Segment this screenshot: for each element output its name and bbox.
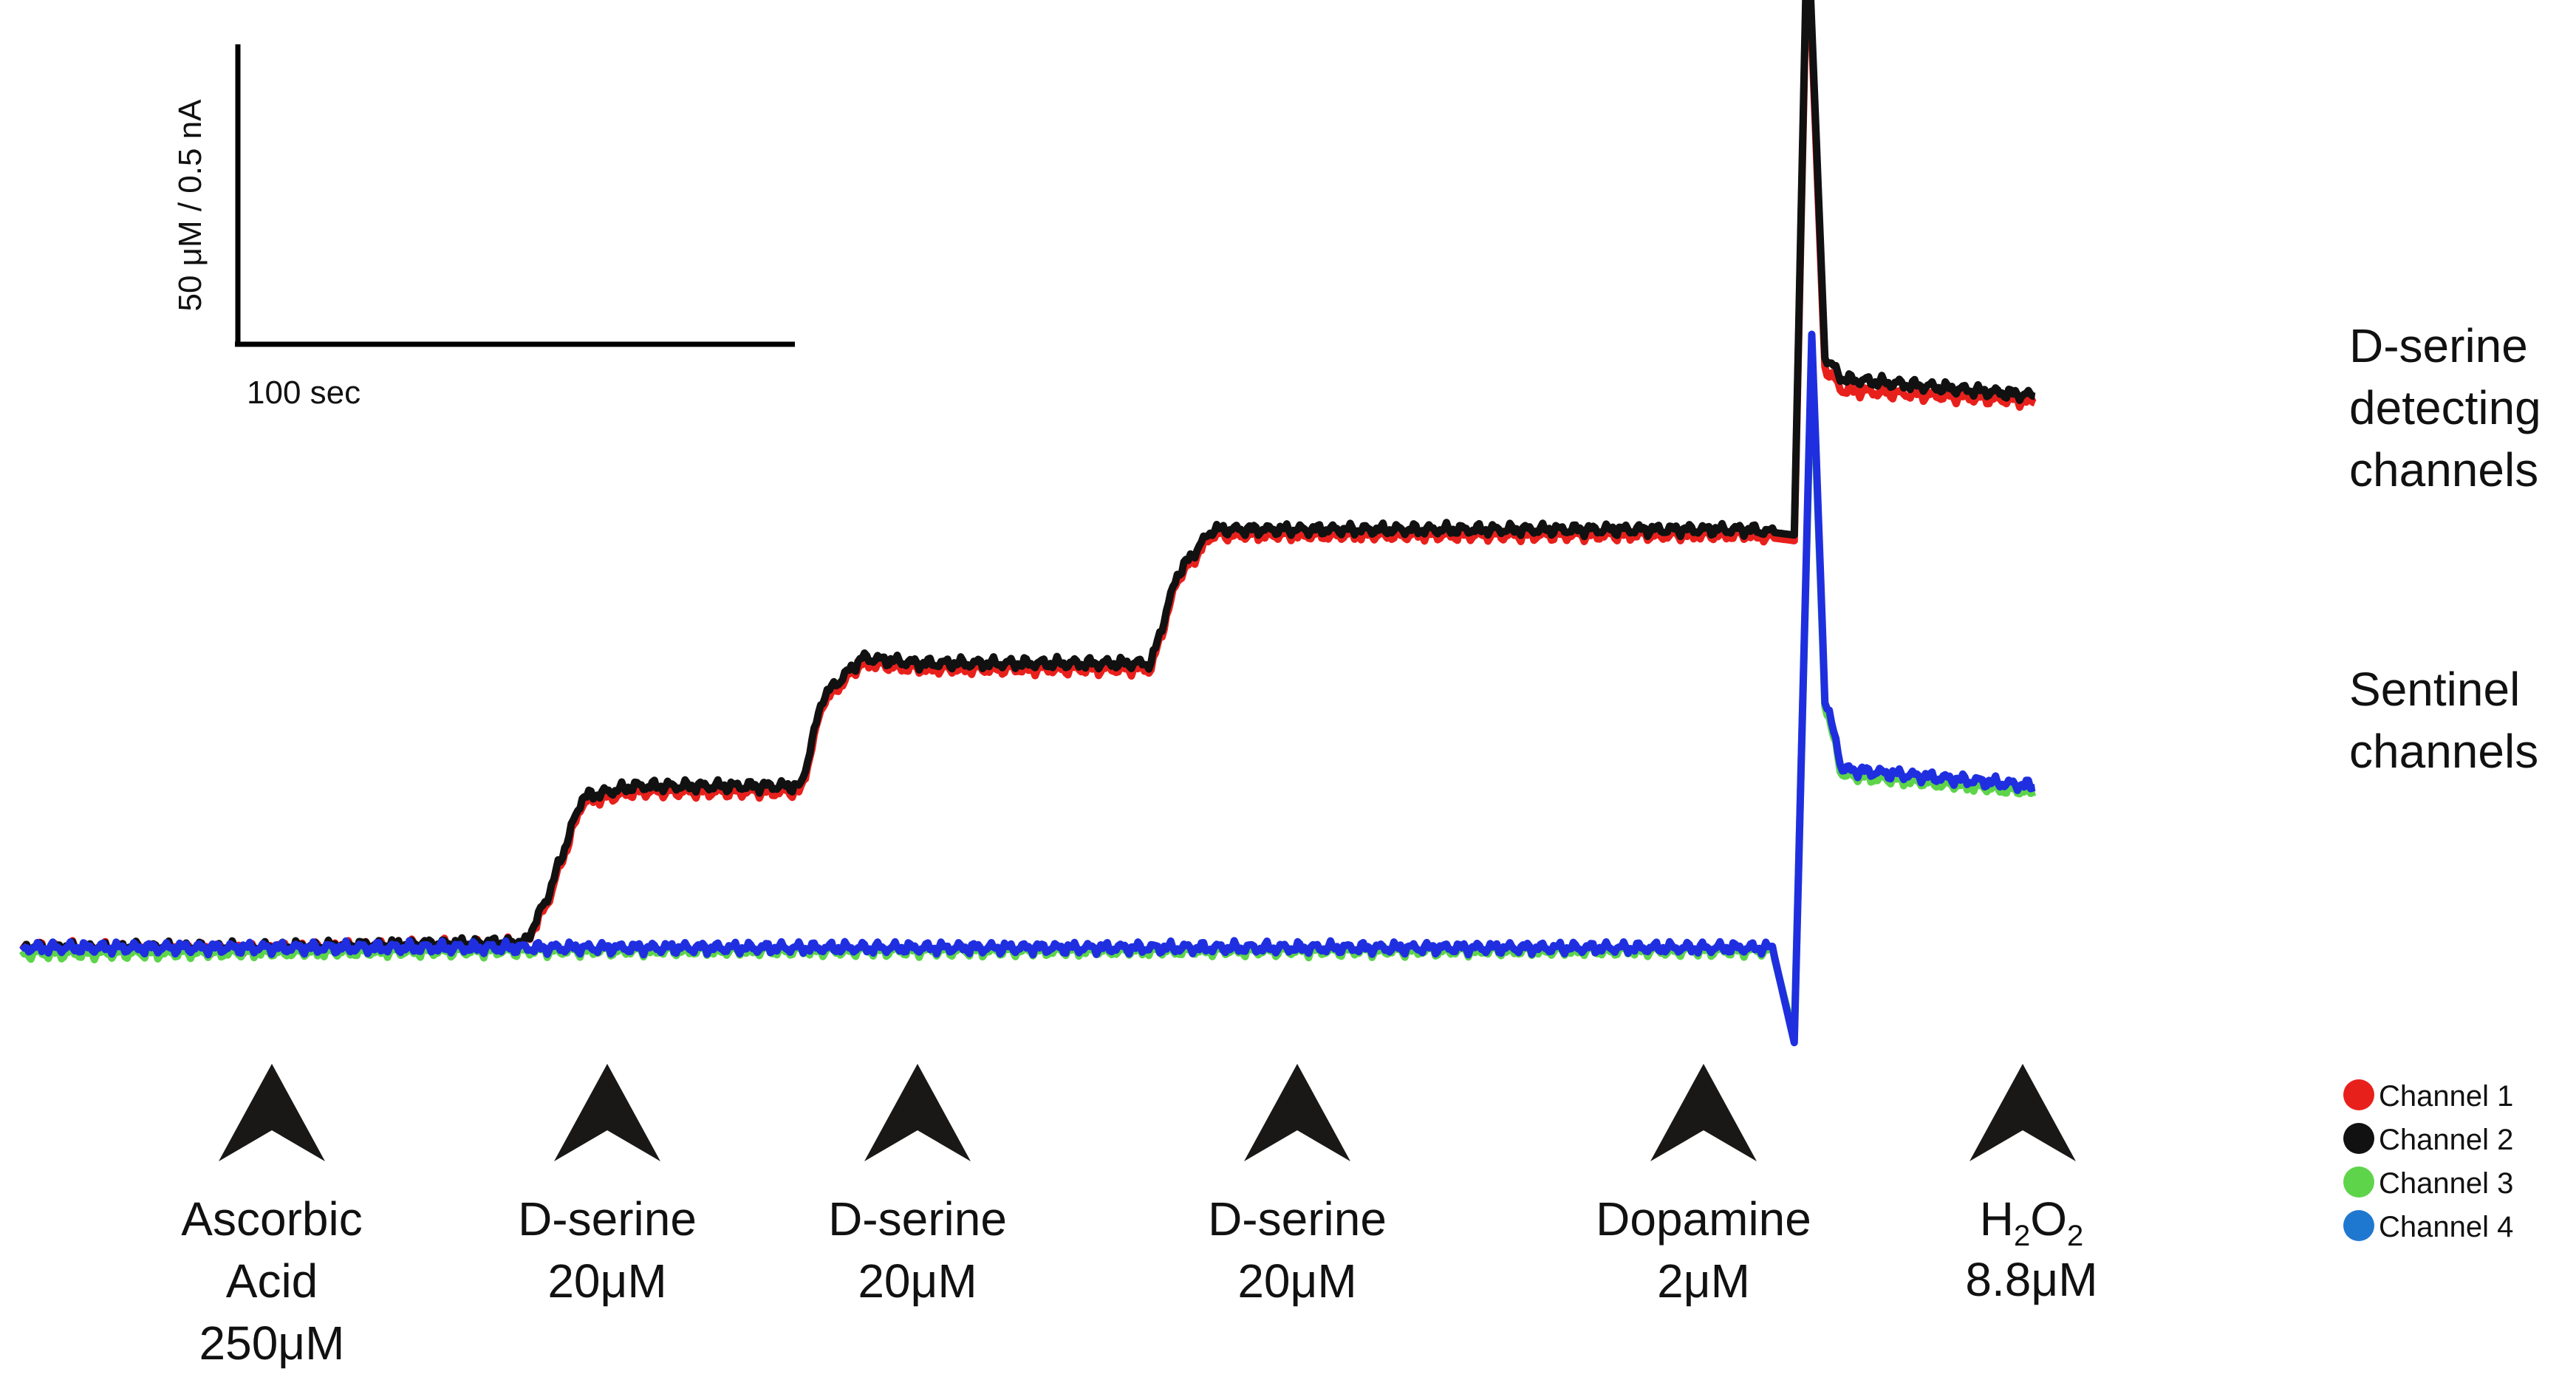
injection-label-0-line-2: 250μM [199, 1316, 345, 1370]
injection-label-5-line-0: H2O2 [1980, 1192, 2084, 1252]
injection-label-3-line-0: D-serine [1208, 1192, 1387, 1246]
channel-group-label-1-line-0: Sentinel [2349, 663, 2520, 716]
series-line-channel-2 [19, 0, 2037, 959]
injection-label-0-line-0: Ascorbic [181, 1192, 362, 1246]
injection-label-1-line-1: 20μM [547, 1254, 666, 1308]
injection-label-4-line-1: 2μM [1657, 1254, 1750, 1308]
scale-bar-horizontal-label: 100 sec [247, 375, 361, 411]
injection-label-4-line-0: Dopamine [1596, 1192, 1811, 1246]
legend-label-1: Channel 1 [2379, 1080, 2513, 1113]
injection-arrow-3 [1244, 1064, 1350, 1161]
channel-group-label-0-line-1: detecting [2349, 381, 2541, 434]
injection-label-1-line-0: D-serine [518, 1192, 697, 1246]
scale-bar: 50 μM / 0.5 nA 100 sec [172, 44, 795, 411]
injection-label-2-line-1: 20μM [858, 1254, 977, 1308]
trace-lines [18, 0, 2037, 1047]
injection-label-2-line-0: D-serine [828, 1192, 1007, 1246]
injection-label-5-line-1: 8.8μM [1965, 1253, 2097, 1306]
series-line-channel-4 [19, 330, 2037, 1047]
injection-arrow-1 [554, 1064, 660, 1161]
injection-arrow-2 [864, 1064, 971, 1161]
injection-arrow-0 [219, 1064, 325, 1161]
injection-label-3-line-1: 20μM [1237, 1254, 1356, 1308]
injection-arrow-5 [1969, 1064, 2076, 1161]
series-line-channel-1 [19, 0, 2037, 959]
injection-label-0-line-1: Acid [226, 1254, 318, 1308]
injection-markers: Ascorbic Acid 250μM D-serine 20μM D-serine 20μ… [181, 1064, 2098, 1370]
legend-swatch-3 [2343, 1166, 2374, 1198]
legend-swatch-4 [2343, 1210, 2374, 1241]
legend-label-2: Channel 2 [2379, 1124, 2513, 1156]
injection-arrow-4 [1650, 1064, 1757, 1161]
channel-group-label-0-line-0: D-serine [2349, 319, 2528, 372]
legend-label-3: Channel 3 [2379, 1167, 2513, 1200]
legend-swatch-2 [2343, 1123, 2374, 1154]
channel-group-label-0-line-2: channels [2349, 443, 2538, 496]
legend-swatch-1 [2343, 1079, 2374, 1110]
legend-label-4: Channel 4 [2379, 1211, 2513, 1243]
channel-group-labels: D-serine detecting channels Sentinel channel… [2349, 319, 2541, 778]
scale-bar-vertical-label: 50 μM / 0.5 nA [172, 99, 208, 312]
channel-group-label-1-line-1: channels [2349, 725, 2538, 778]
series-line-channel-3 [18, 341, 2037, 1041]
legend: Channel 1 Channel 2 Channel 3 Channel 4 [2343, 1079, 2513, 1243]
